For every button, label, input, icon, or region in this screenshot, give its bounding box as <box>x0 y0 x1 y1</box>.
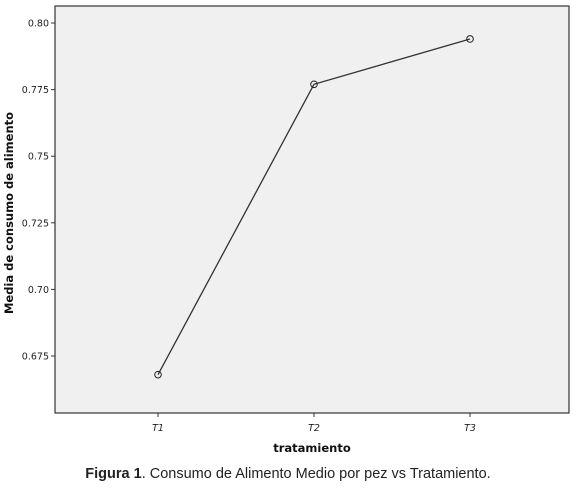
x-axis: T1 T2 T3 <box>152 413 476 434</box>
data-point-marker <box>466 35 474 43</box>
caption-text: . Consumo de Alimento Medio por pez vs T… <box>141 466 491 482</box>
data-point-marker <box>154 370 162 379</box>
y-tick-label: 0.675 <box>22 352 49 363</box>
figure-caption: Figura 1. Consumo de Alimento Medio por … <box>0 466 576 482</box>
x-tick-label: T2 <box>308 423 320 434</box>
y-tick-label: 0.725 <box>22 218 49 229</box>
plot-area <box>54 5 570 414</box>
data-point-marker <box>310 80 318 89</box>
series-line-group <box>154 35 474 379</box>
x-axis-title: tratamiento <box>273 441 351 455</box>
y-tick-label: 0.80 <box>28 19 49 30</box>
series-line <box>157 38 471 375</box>
x-tick-label: T3 <box>464 423 476 434</box>
y-tick-label: 0.75 <box>28 152 49 163</box>
caption-label: Figura 1 <box>85 466 142 482</box>
y-tick-label: 0.775 <box>22 85 49 96</box>
y-axis: 0.675 0.70 0.725 0.75 0.775 0.80 <box>22 19 55 363</box>
y-tick-label: 0.70 <box>28 285 49 296</box>
x-tick-label: T1 <box>152 423 164 434</box>
y-axis-title: Media de consumo de alimento <box>2 112 16 314</box>
